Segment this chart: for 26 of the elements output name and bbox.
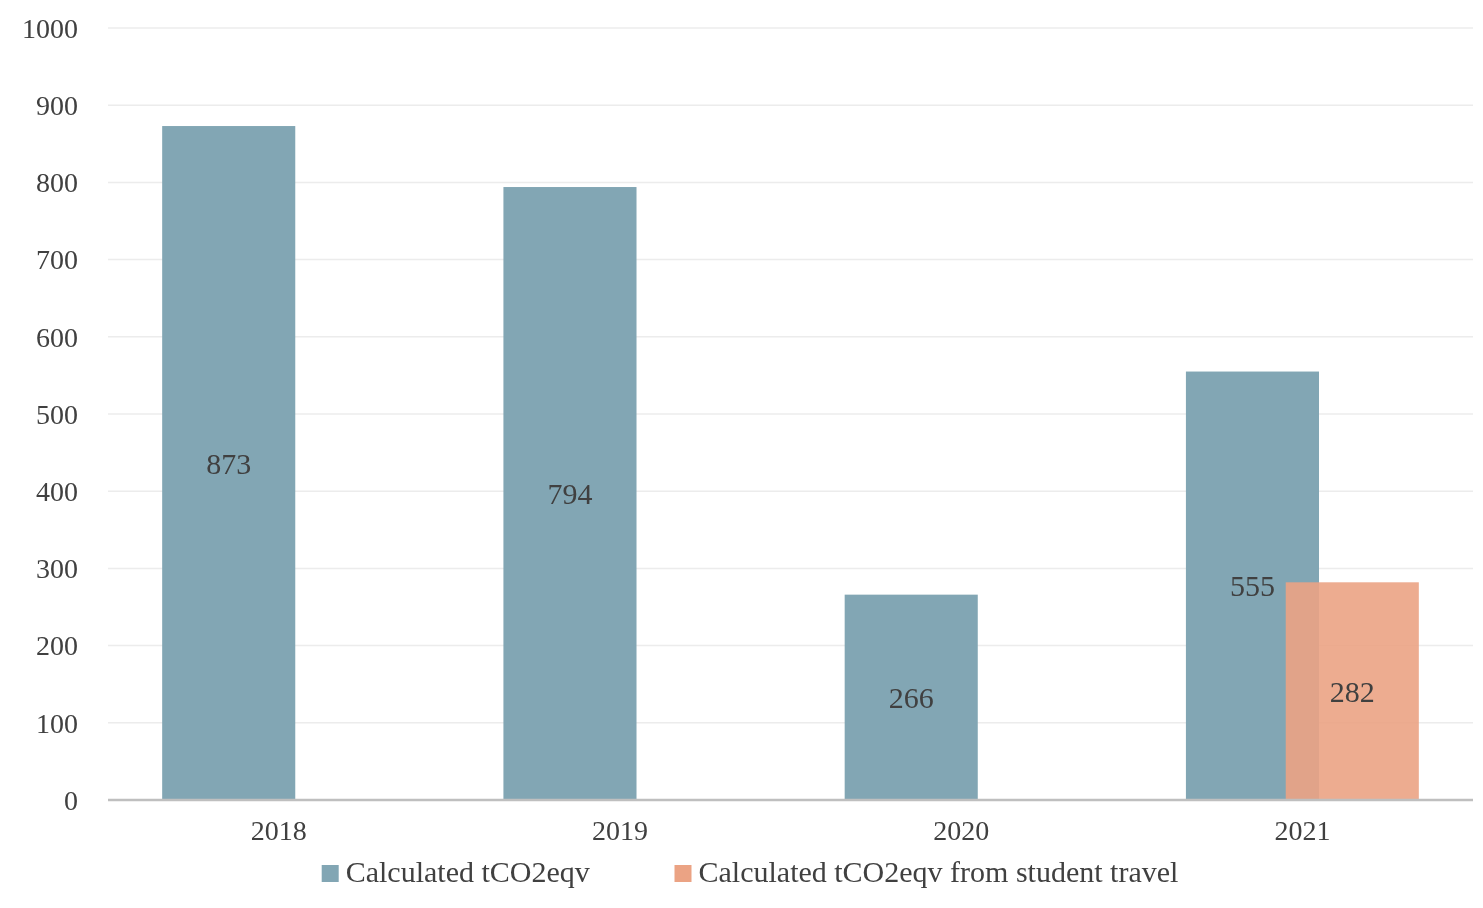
bar: [503, 187, 637, 800]
data-label: 873: [206, 446, 252, 480]
legend-label: Calculated tCO2eqv from student travel: [698, 855, 1179, 888]
x-tick-label: 2018: [250, 815, 307, 846]
y-tick-label: 500: [36, 398, 78, 430]
y-tick-label: 1000: [22, 12, 78, 44]
bar: [162, 126, 296, 800]
x-tick-label: 2021: [1274, 815, 1331, 846]
legend-label: Calculated tCO2eqv: [345, 855, 590, 888]
y-tick-label: 400: [36, 476, 78, 507]
x-tick-label: 2020: [933, 815, 990, 846]
y-tick-label: 0: [64, 784, 78, 816]
data-label: 282: [1329, 674, 1375, 708]
y-tick-label: 700: [36, 244, 78, 276]
data-label: 266: [888, 680, 934, 714]
y-tick-label: 100: [36, 707, 78, 739]
y-tick-label: 200: [36, 630, 78, 662]
y-tick-label: 800: [36, 167, 78, 199]
x-tick-label: 2019: [591, 815, 648, 846]
y-tick-label: 600: [36, 321, 78, 353]
data-label: 555: [1229, 569, 1275, 603]
bar: [1285, 582, 1419, 800]
data-label: 794: [547, 477, 593, 511]
y-tick-label: 300: [36, 553, 78, 585]
bar: [844, 594, 978, 800]
y-tick-label: 900: [36, 90, 78, 121]
